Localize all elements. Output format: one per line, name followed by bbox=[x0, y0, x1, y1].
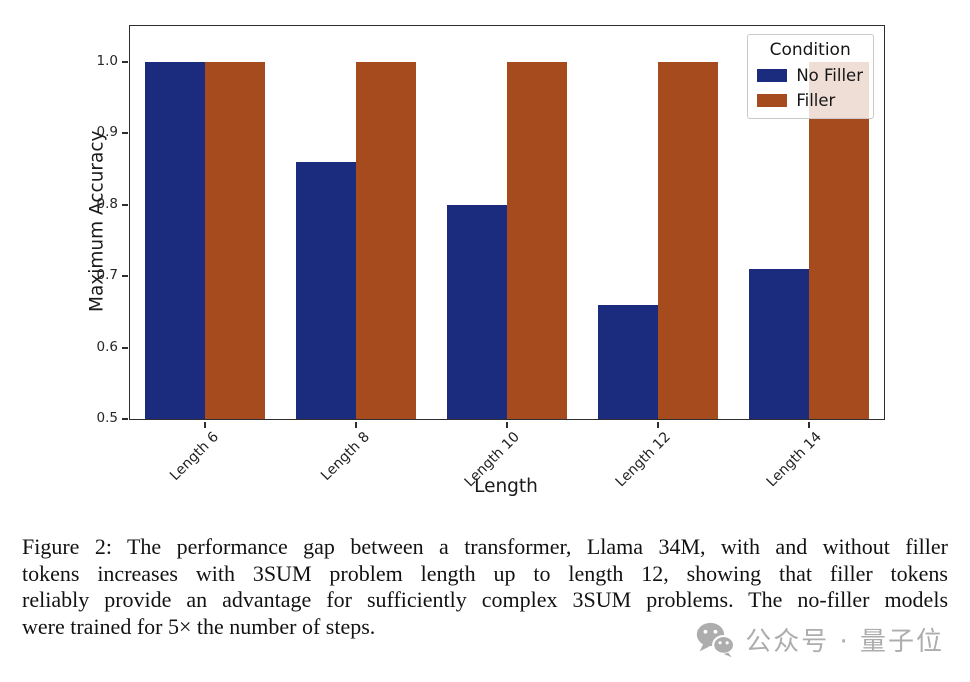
legend-label: Filler bbox=[796, 91, 836, 110]
y-tick-label: 1.0 bbox=[96, 52, 118, 69]
legend-item-filler: Filler bbox=[757, 91, 863, 110]
y-tick-mark bbox=[122, 132, 128, 135]
bar-filler-length-6 bbox=[205, 61, 266, 419]
legend-items: No Filler Filler bbox=[757, 66, 863, 110]
y-tick-mark bbox=[122, 60, 128, 63]
caption-line: tokens increases with 3SUM problem lengt… bbox=[22, 560, 948, 586]
y-tick-label: 0.9 bbox=[96, 124, 118, 141]
y-tick-label: 0.6 bbox=[96, 338, 118, 355]
watermark: 公众号 · 量子位 bbox=[695, 621, 944, 658]
legend-label: No Filler bbox=[796, 66, 863, 85]
bar-filler-length-14 bbox=[808, 61, 869, 419]
x-tick-mark bbox=[656, 422, 659, 428]
x-tick-mark bbox=[355, 422, 358, 428]
legend-swatch bbox=[757, 94, 788, 107]
bar-no-filler-length-8 bbox=[296, 161, 357, 419]
y-tick-label: 0.7 bbox=[96, 267, 118, 284]
caption-line: reliably provide an advantage for suffic… bbox=[22, 587, 948, 612]
y-tick-mark bbox=[122, 203, 128, 206]
bar-no-filler-length-10 bbox=[447, 204, 507, 419]
y-tick-mark bbox=[122, 346, 128, 349]
bar-filler-length-10 bbox=[507, 61, 567, 419]
plot-area: Condition No Filler Filler bbox=[122, 25, 885, 428]
bar-filler-length-12 bbox=[657, 61, 718, 419]
x-axis-label: Length bbox=[474, 476, 538, 497]
wechat-icon bbox=[697, 622, 736, 658]
legend: Condition No Filler Filler bbox=[747, 34, 874, 119]
legend-item-no-filler: No Filler bbox=[757, 66, 863, 85]
x-tick-mark bbox=[807, 422, 810, 428]
watermark-text: 公众号 · 量子位 bbox=[745, 627, 944, 657]
bar-filler-length-8 bbox=[356, 61, 417, 419]
y-tick-label: 0.5 bbox=[96, 410, 118, 426]
caption-line: Figure 2: The performance gap between a … bbox=[22, 534, 948, 559]
bar-no-filler-length-14 bbox=[748, 268, 809, 419]
y-tick-mark bbox=[122, 418, 128, 420]
figure-caption: Figure 2: The performance gap between a … bbox=[22, 534, 948, 640]
caption-line: were trained for 5× the number of steps. bbox=[22, 613, 376, 639]
y-tick-label: 0.8 bbox=[96, 195, 118, 212]
bar-no-filler-length-6 bbox=[145, 61, 206, 419]
x-tick-mark bbox=[204, 422, 207, 428]
legend-swatch bbox=[757, 69, 788, 82]
y-tick-mark bbox=[122, 275, 128, 278]
x-tick-mark bbox=[506, 422, 508, 428]
legend-title: Condition bbox=[769, 40, 851, 60]
y-axis-tick-labels: 0.5 0.6 0.7 0.8 0.9 1.0 bbox=[0, 25, 129, 426]
bar-no-filler-length-12 bbox=[597, 304, 658, 419]
